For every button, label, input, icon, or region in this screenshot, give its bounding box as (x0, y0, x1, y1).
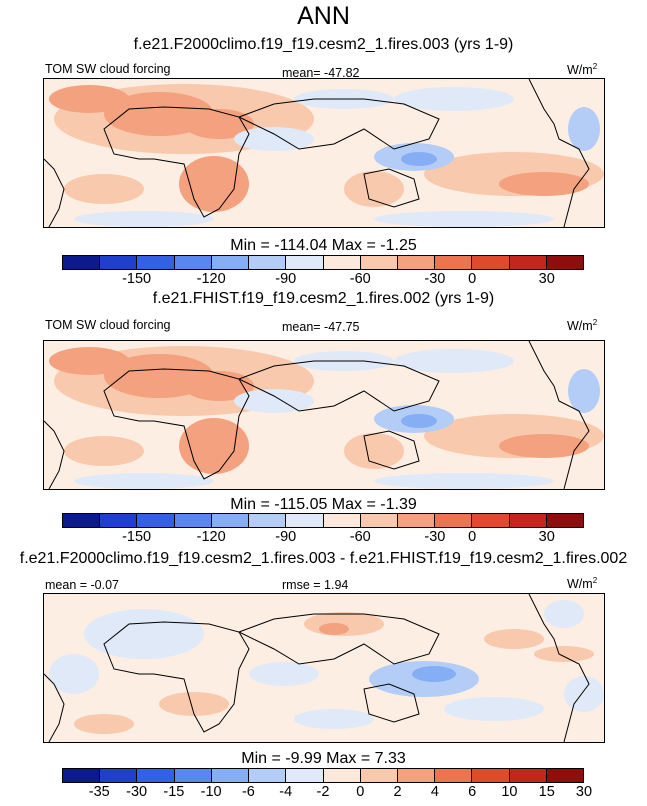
colorbar-swatch (100, 514, 138, 527)
colorbar-swatch (174, 769, 212, 782)
colorbar-swatch (472, 514, 510, 527)
tick-label: -120 (196, 529, 226, 545)
tick-label: -120 (196, 271, 226, 287)
panel2-colorbar (62, 513, 584, 528)
tick-label: 0 (356, 784, 365, 800)
tick-label: 0 (468, 529, 477, 545)
tick-label: -30 (126, 784, 148, 800)
tick-label: -150 (122, 529, 152, 545)
panel3-title: f.e21.F2000climo.f19_f19.cesm2_1.fires.0… (19, 550, 628, 567)
panel2-mean: mean= -47.75 (282, 320, 360, 334)
colorbar-swatch (211, 514, 250, 527)
tick-label: 30 (538, 271, 555, 287)
tick-label: -30 (424, 271, 446, 287)
panel2-variable: TOM SW cloud forcing (45, 318, 171, 332)
panel3-colorbar (62, 768, 584, 783)
tick-label: -60 (349, 529, 371, 545)
tick-label: -30 (424, 529, 446, 545)
colorbar-swatch (211, 256, 250, 269)
colorbar-swatch (546, 769, 584, 782)
tick-label: -150 (122, 271, 152, 287)
main-title: ANN (297, 2, 350, 30)
colorbar-swatch (397, 256, 436, 269)
panel2-title: f.e21.FHIST.f19_f19.cesm2_1.fires.002 (y… (152, 290, 495, 307)
colorbar-swatch (397, 514, 436, 527)
colorbar-swatch (360, 514, 398, 527)
tick-label: -6 (241, 784, 255, 800)
tick-label: -60 (349, 271, 371, 287)
panel1-minmax: Min = -114.04 Max = -1.25 (230, 237, 417, 254)
colorbar-swatch (509, 514, 547, 527)
panel2-units: W/m2 (567, 318, 598, 334)
panel2-map (43, 340, 605, 490)
colorbar-swatch (137, 514, 175, 527)
colorbar-swatch (63, 514, 101, 527)
tick-label: 30 (538, 529, 555, 545)
tick-label: 0 (468, 271, 477, 287)
colorbar-swatch (100, 256, 138, 269)
colorbar-swatch (286, 514, 324, 527)
colorbar-swatch (174, 256, 212, 269)
tick-label: -35 (88, 784, 110, 800)
colorbar-swatch (472, 769, 510, 782)
colorbar-swatch (472, 256, 510, 269)
tick-label: 6 (468, 784, 477, 800)
panel3-mean: mean = -0.07 (45, 578, 120, 592)
panel2-minmax: Min = -115.05 Max = -1.39 (230, 496, 417, 513)
colorbar-swatch (137, 769, 175, 782)
colorbar-swatch (397, 769, 436, 782)
panel2-ticks: -150 -120 -90 -60 -30 0 30 (62, 529, 584, 547)
tick-label: 2 (393, 784, 402, 800)
panel1-variable: TOM SW cloud forcing (45, 62, 171, 76)
panel1-map (43, 78, 605, 228)
colorbar-swatch (137, 256, 175, 269)
colorbar-swatch (509, 769, 547, 782)
colorbar-swatch (509, 256, 547, 269)
colorbar-swatch (249, 514, 287, 527)
colorbar-swatch (435, 769, 473, 782)
colorbar-swatch (249, 256, 287, 269)
colorbar-swatch (546, 514, 584, 527)
tick-label: 15 (538, 784, 555, 800)
panel3-rmse: rmse = 1.94 (282, 578, 349, 592)
colorbar-swatch (63, 256, 101, 269)
colorbar-swatch (100, 769, 138, 782)
tick-label: 4 (430, 784, 439, 800)
tick-label: -10 (200, 784, 222, 800)
colorbar-swatch (286, 256, 324, 269)
colorbar-swatch (249, 769, 287, 782)
panel1-colorbar (62, 255, 584, 270)
panel3-units: W/m2 (567, 576, 598, 592)
tick-label: 10 (501, 784, 518, 800)
panel3-map (43, 593, 605, 743)
tick-label: -15 (163, 784, 185, 800)
colorbar-swatch (323, 769, 361, 782)
colorbar-swatch (63, 769, 101, 782)
colorbar-swatch (323, 256, 361, 269)
colorbar-swatch (360, 256, 398, 269)
colorbar-swatch (174, 514, 212, 527)
panel1-ticks: -150 -120 -90 -60 -30 0 30 (62, 271, 584, 289)
panel1-units: W/m2 (567, 62, 598, 78)
panel3-ticks: -35 -30 -15 -10 -6 -4 -2 0 2 4 6 10 15 3… (62, 784, 592, 802)
colorbar-swatch (435, 514, 473, 527)
colorbar-swatch (211, 769, 250, 782)
tick-label: 30 (575, 784, 593, 800)
colorbar-swatch (323, 514, 361, 527)
colorbar-swatch (546, 256, 584, 269)
tick-label: -90 (275, 271, 297, 287)
colorbar-swatch (286, 769, 324, 782)
panel1-title: f.e21.F2000climo.f19_f19.cesm2_1.fires.0… (133, 36, 514, 53)
tick-label: -2 (316, 784, 330, 800)
tick-label: -4 (279, 784, 293, 800)
colorbar-swatch (360, 769, 398, 782)
panel1-mean: mean= -47.82 (282, 66, 360, 80)
panel3-minmax: Min = -9.99 Max = 7.33 (241, 750, 406, 767)
tick-label: -90 (275, 529, 297, 545)
colorbar-swatch (435, 256, 473, 269)
